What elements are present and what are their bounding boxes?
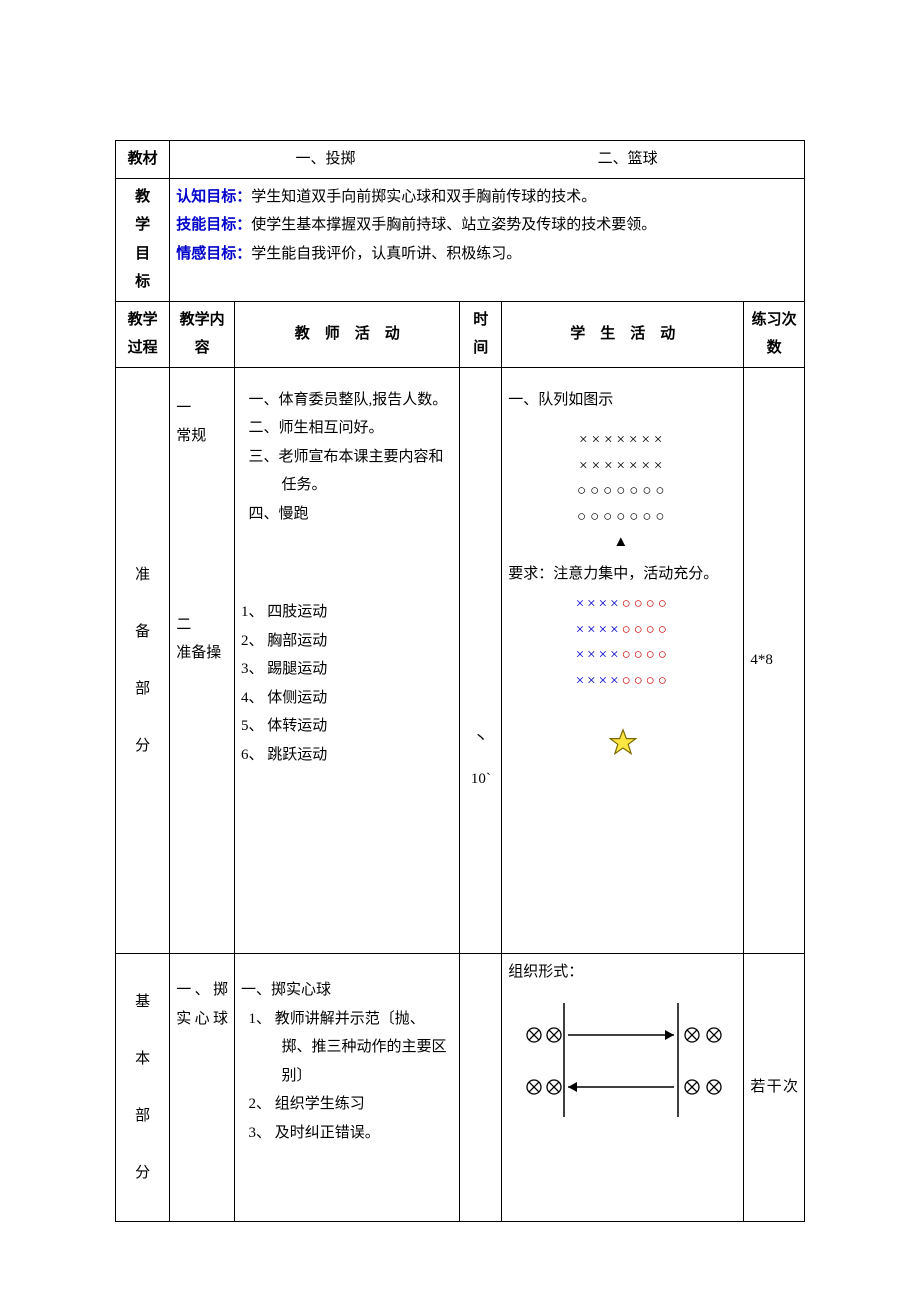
prep-reps: 4*8 [744, 367, 805, 954]
materials-cell: 一、投掷 二、篮球 [170, 141, 805, 179]
list-item: 4、 体侧运动 [241, 684, 453, 713]
list-item: 1、 教师讲解并示范〔抛、掷、推三种动作的主要区别〕 [248, 1005, 453, 1091]
list-item: 3、 及时纠正错误。 [248, 1119, 453, 1148]
prep-content-b-sub: 准备操 [176, 639, 228, 668]
basic-reps: 若干次 [744, 954, 805, 1222]
row-goals: 教 学 目 标 认知目标：学生知道双手向前掷实心球和双手胸前传球的技术。 技能目… [116, 178, 805, 301]
prep-teacher: 一、体育委员整队,报告人数。二、师生相互问好。三、老师宣布本课主要内容和任务。四… [234, 367, 459, 954]
hdr-student: 学 生 活 动 [502, 301, 744, 367]
basic-student: 组织形式： [502, 954, 744, 1222]
prep-content-a-sub: 常规 [176, 422, 228, 451]
row-col-headers: 教学过程 教学内容 教 师 活 动 时间 学 生 活 动 练习次数 [116, 301, 805, 367]
basic-student-title: 组织形式： [508, 958, 737, 987]
prep-time: 丶 10` [460, 367, 502, 954]
prep-requirement: 要求：注意力集中，活动充分。 [508, 560, 737, 589]
basic-content-title: 一、掷实心球 [176, 976, 228, 1033]
star-icon [609, 728, 637, 756]
list-item: 一、体育委员整队,报告人数。 [248, 386, 453, 415]
cognitive-text: 学生知道双手向前掷实心球和双手胸前传球的技术。 [251, 189, 596, 205]
prep-content-b-title: 二 [176, 611, 228, 640]
formation-row: ××××○○○○ [508, 618, 737, 644]
prep-content-a-title: 一 [176, 394, 228, 423]
basic-time [460, 954, 502, 1222]
formation-row: ××××○○○○ [508, 643, 737, 669]
row-prep: 准 备 部 分 一 常规 二 准备操 一、体育委员整队,报告人数。二、师生相互问… [116, 367, 805, 954]
prep-content: 一 常规 二 准备操 [170, 367, 235, 954]
list-item: 三、老师宣布本课主要内容和任务。 [248, 443, 453, 500]
cognitive-label: 认知目标： [176, 189, 251, 205]
basic-teacher-title: 一、掷实心球 [241, 976, 453, 1005]
materials-label: 教材 [116, 141, 170, 179]
formation-row: ▲ [508, 530, 737, 556]
list-item: 3、 踢腿运动 [241, 655, 453, 684]
basic-content: 一、掷实心球 [170, 954, 235, 1222]
materials-a: 一、投掷 [176, 145, 474, 174]
list-item: 1、 四肢运动 [241, 598, 453, 627]
formation-row: ××××○○○○ [508, 592, 737, 618]
goals-label: 教 学 目 标 [116, 178, 170, 301]
materials-b: 二、篮球 [478, 145, 776, 174]
affect-label: 情感目标： [176, 246, 251, 262]
row-materials: 教材 一、投掷 二、篮球 [116, 141, 805, 179]
affect-text: 学生能自我评价，认真听讲、积极练习。 [251, 246, 521, 262]
basic-teacher: 一、掷实心球 1、 教师讲解并示范〔抛、掷、推三种动作的主要区别〕2、 组织学生… [234, 954, 459, 1222]
list-item: 2、 组织学生练习 [248, 1090, 453, 1119]
page: 教材 一、投掷 二、篮球 教 学 目 标 认知目标：学生知道双手向前掷实心球和双… [0, 0, 920, 1282]
list-item: 5、 体转运动 [241, 712, 453, 741]
prep-student: 一、队列如图示 ××××××××××××××○○○○○○○○○○○○○○▲ 要求… [502, 367, 744, 954]
goals-cell: 认知目标：学生知道双手向前掷实心球和双手胸前传球的技术。 技能目标：使学生基本撑… [170, 178, 805, 301]
formation-row: ××××××× [508, 428, 737, 454]
hdr-content: 教学内容 [170, 301, 235, 367]
row-basic: 基 本 部 分 一、掷实心球 一、掷实心球 1、 教师讲解并示范〔抛、掷、推三种… [116, 954, 805, 1222]
formation-row: ××××××× [508, 454, 737, 480]
formation-row: ○○○○○○○ [508, 479, 737, 505]
prep-section-label: 准 备 部 分 [116, 367, 170, 954]
lesson-plan-table: 教材 一、投掷 二、篮球 教 学 目 标 认知目标：学生知道双手向前掷实心球和双… [115, 140, 805, 1222]
hdr-teacher: 教 师 活 动 [234, 301, 459, 367]
skill-label: 技能目标： [176, 217, 251, 233]
list-item: 二、师生相互问好。 [248, 414, 453, 443]
hdr-reps: 练习次数 [744, 301, 805, 367]
hdr-process: 教学过程 [116, 301, 170, 367]
formation-row: ××××○○○○ [508, 669, 737, 695]
skill-text: 使学生基本撑握双手胸前持球、站立姿势及传球的技术要领。 [251, 217, 656, 233]
formation-diagram [518, 995, 728, 1125]
list-item: 四、慢跑 [248, 500, 453, 529]
hdr-time: 时间 [460, 301, 502, 367]
list-item: 6、 跳跃运动 [241, 741, 453, 770]
formation-row: ○○○○○○○ [508, 505, 737, 531]
basic-section-label: 基 本 部 分 [116, 954, 170, 1222]
prep-student-heading: 一、队列如图示 [508, 386, 737, 415]
list-item: 2、 胸部运动 [241, 627, 453, 656]
